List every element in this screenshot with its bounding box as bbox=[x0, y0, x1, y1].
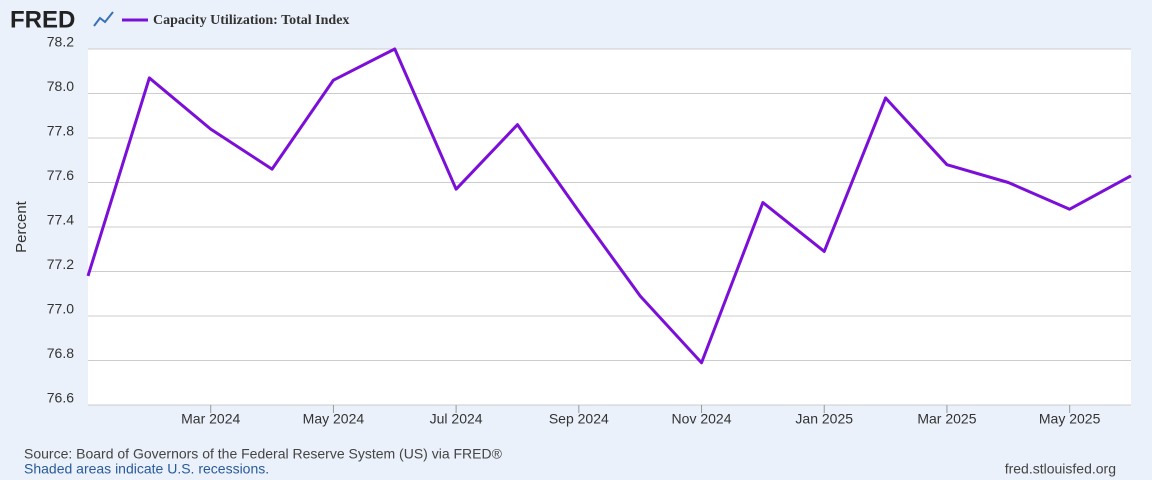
y-tick-label: 77.8 bbox=[47, 123, 74, 139]
logo: FRED bbox=[10, 6, 75, 33]
legend-label: Capacity Utilization: Total Index bbox=[153, 13, 349, 28]
y-axis-title: Percent bbox=[13, 200, 30, 253]
y-tick-label: 77.0 bbox=[47, 301, 74, 317]
y-tick-label: 76.6 bbox=[47, 390, 74, 406]
logo-icon bbox=[93, 11, 114, 27]
x-tick-label: Sep 2024 bbox=[549, 411, 609, 427]
url: fred.stlouisfed.org bbox=[1005, 461, 1116, 477]
source: Source: Board of Governors of the Federa… bbox=[24, 446, 503, 462]
y-tick-label: 77.6 bbox=[47, 167, 74, 183]
y-tick-label: 77.2 bbox=[47, 256, 74, 272]
y-tick-label: 78.0 bbox=[47, 78, 74, 94]
x-tick-label: Mar 2024 bbox=[181, 411, 240, 427]
y-tick-label: 76.8 bbox=[47, 345, 74, 361]
recession-note: Shaded areas indicate U.S. recessions. bbox=[24, 461, 269, 477]
x-tick-label: Nov 2024 bbox=[672, 411, 732, 427]
y-tick-label: 77.4 bbox=[47, 212, 74, 228]
x-tick-label: Jul 2024 bbox=[430, 411, 483, 427]
x-tick-label: Jan 2025 bbox=[795, 411, 853, 427]
x-tick-label: May 2025 bbox=[1039, 411, 1101, 427]
y-tick-label: 78.2 bbox=[47, 34, 74, 50]
line-series bbox=[86, 47, 1132, 365]
x-tick-label: May 2024 bbox=[303, 411, 365, 427]
x-tick-label: Mar 2025 bbox=[917, 411, 976, 427]
